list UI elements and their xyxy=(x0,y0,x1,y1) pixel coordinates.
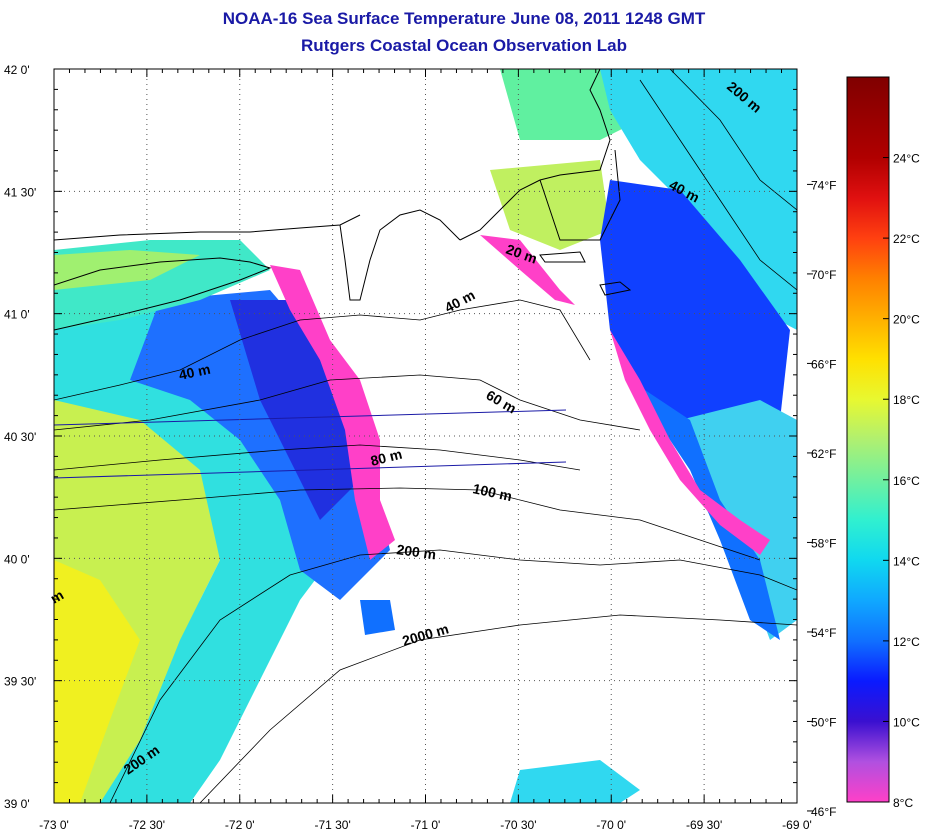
latitude-axis: 39 0' 39 30' 40 0' 40 30' 41 0' 41 30' 42 0' xyxy=(4,63,797,811)
celsius-tick-label: 22°C xyxy=(893,232,920,246)
rhode-island-coast xyxy=(339,209,461,301)
lon-tick-label: -69 30' xyxy=(686,818,722,832)
celsius-tick-label: 14°C xyxy=(893,554,920,568)
isobath-60m xyxy=(54,374,641,431)
lat-tick-label: 39 0' xyxy=(4,797,30,811)
map-title: NOAA-16 Sea Surface Temperature June 08,… xyxy=(222,9,706,28)
lon-tick-label: -70 0' xyxy=(596,818,626,832)
fahrenheit-tick-label: 70°F xyxy=(811,268,836,282)
isobath-gulf-of-maine xyxy=(639,79,797,291)
transect-line-south xyxy=(53,461,567,479)
isobath-label-7: 80 m xyxy=(369,446,404,469)
longitude-axis: -73 0' -72 30' -72 0' -71 30' -71 0' -70 30' -… xyxy=(39,69,812,832)
celsius-tick-label: 18°C xyxy=(893,393,920,407)
marthas-vineyard xyxy=(539,251,586,263)
fahrenheit-tick-label: 74°F xyxy=(811,178,836,192)
celsius-tick-label: 24°C xyxy=(893,152,920,166)
magenta-front-east xyxy=(610,330,770,555)
isobath-80m xyxy=(54,444,581,471)
isobath-100m xyxy=(54,487,761,561)
isobath-gulf-of-maine-2 xyxy=(669,69,797,211)
celsius-tick-label: 12°C xyxy=(893,635,920,649)
celsius-tick-label: 8°C xyxy=(893,796,913,810)
lon-tick-label: -72 0' xyxy=(225,818,255,832)
lat-tick-label: 41 30' xyxy=(4,185,36,199)
blue-east-front xyxy=(630,380,780,640)
celsius-tick-label: 20°C xyxy=(893,313,920,327)
lon-tick-label: -70 30' xyxy=(500,818,536,832)
lat-tick-label: 42 0' xyxy=(4,63,30,77)
warm-water-southwest-core xyxy=(54,560,140,803)
lon-tick-label: -69 0' xyxy=(782,818,812,832)
isobath-label-9: 200 m xyxy=(396,541,438,562)
lat-tick-label: 40 0' xyxy=(4,552,30,566)
green-long-island-shelf xyxy=(54,250,200,290)
lon-tick-label: -72 30' xyxy=(129,818,165,832)
fahrenheit-tick-label: 58°F xyxy=(811,536,836,550)
isobath-40m xyxy=(54,299,591,401)
lon-tick-label: -71 30' xyxy=(314,818,350,832)
cyan-south-patch xyxy=(510,760,640,803)
massachusetts-coast xyxy=(459,69,611,241)
isobaths xyxy=(54,69,797,803)
lon-tick-label: -71 0' xyxy=(411,818,441,832)
connecticut-coast xyxy=(54,214,361,241)
dark-blue-core xyxy=(230,300,360,520)
celsius-tick-label: 10°C xyxy=(893,715,920,729)
coastline xyxy=(54,69,632,331)
lat-tick-label: 39 30' xyxy=(4,675,36,689)
isobath-2000m xyxy=(199,614,797,803)
fahrenheit-tick-label: 66°F xyxy=(811,357,836,371)
green-nantucket-sound xyxy=(490,160,610,250)
transect-lines xyxy=(53,409,567,479)
colorbar-fahrenheit-axis: 46°F 50°F 54°F 58°F 62°F 66°F 70°F 74°F xyxy=(807,178,836,819)
isobath-200m xyxy=(109,549,797,803)
isobath-label-5: 40 m xyxy=(177,361,212,383)
blue-south-patch xyxy=(360,600,395,635)
colorbar xyxy=(846,76,890,803)
magenta-front-west xyxy=(270,265,395,560)
celsius-tick-label: 16°C xyxy=(893,474,920,488)
fahrenheit-tick-label: 50°F xyxy=(811,715,836,729)
nantucket xyxy=(599,281,632,296)
sst-field xyxy=(54,69,797,803)
lat-tick-label: 40 30' xyxy=(4,430,36,444)
isobath-label-4: 40 m xyxy=(442,287,478,316)
colorbar-celsius-axis: 8°C 10°C 12°C 14°C 16°C 18°C 20°C 22°C 24°C xyxy=(883,152,920,810)
map-subtitle: Rutgers Coastal Ocean Observation Lab xyxy=(301,36,627,55)
isobath-label-8: 100 m xyxy=(471,480,513,504)
fahrenheit-tick-label: 62°F xyxy=(811,447,836,461)
magenta-front-north xyxy=(480,235,575,305)
lat-tick-label: 41 0' xyxy=(4,308,30,322)
fahrenheit-tick-label: 54°F xyxy=(811,626,836,640)
lon-tick-label: -73 0' xyxy=(39,818,69,832)
transect-line-north xyxy=(53,409,567,426)
fahrenheit-tick-label: 46°F xyxy=(811,805,836,819)
cyan-gulf-of-maine xyxy=(600,69,797,330)
cape-cod xyxy=(539,149,621,241)
long-island-coast xyxy=(54,257,272,331)
blue-georges-bank-channel xyxy=(600,180,790,440)
